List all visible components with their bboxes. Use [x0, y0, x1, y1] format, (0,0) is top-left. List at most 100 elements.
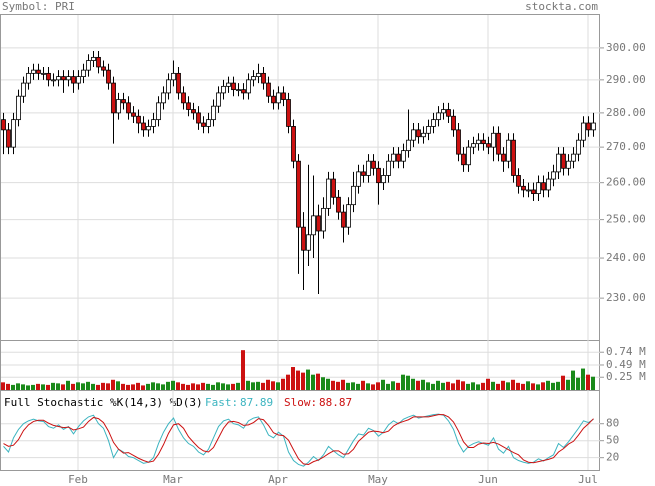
candle-body [541, 182, 546, 191]
candle-body [551, 171, 556, 180]
candle-body [356, 171, 361, 187]
volume-bar [256, 381, 260, 390]
candle-body [476, 139, 481, 145]
candle-body [311, 215, 316, 236]
y-tick-label: 0.49 M [606, 358, 646, 371]
volume-bar [246, 380, 250, 390]
candle-body [161, 92, 166, 104]
candle-body [546, 178, 551, 191]
candle-body [496, 132, 501, 155]
candle-body [241, 89, 246, 94]
y-tick-label: 0.74 M [606, 345, 646, 358]
volume-bar [121, 383, 125, 390]
volume-bar [376, 382, 380, 390]
volume-bar [51, 382, 55, 390]
volume-bar [26, 385, 30, 390]
volume-bar [31, 384, 35, 390]
volume-bar [311, 374, 315, 390]
candle-body [521, 185, 526, 191]
candle-body [166, 79, 171, 94]
candle-body [341, 211, 346, 228]
candle-body [581, 122, 586, 141]
candle-body [61, 76, 66, 81]
candle-body [461, 153, 466, 166]
volume-bar [111, 379, 115, 390]
volume-bar [536, 384, 540, 390]
candle-body [131, 112, 136, 117]
candle-body [506, 139, 511, 162]
volume-bar [451, 383, 455, 390]
candle-body [246, 79, 251, 94]
candle-body [186, 102, 191, 110]
candle-body [471, 143, 476, 148]
volume-bar [81, 383, 85, 390]
candle-body [271, 95, 276, 104]
volume-bar [56, 383, 60, 390]
candle-body [516, 175, 521, 187]
y-tick-label: 50 [606, 434, 619, 447]
candle-body [46, 72, 51, 81]
candle-body [366, 160, 371, 176]
volume-bar [266, 379, 270, 390]
candle-body [141, 122, 146, 131]
volume-bar [86, 381, 90, 390]
volume-bar [476, 384, 480, 390]
volume-bar [331, 380, 335, 390]
candle-body [91, 56, 96, 61]
volume-bar [551, 382, 555, 390]
stochastic-panel [0, 390, 600, 471]
volume-bar [516, 382, 520, 390]
volume-bar [491, 381, 495, 390]
volume-bar [301, 372, 305, 390]
candle-body [71, 76, 76, 84]
candle-body [376, 167, 381, 184]
volume-bar [566, 379, 570, 390]
volume-bar [226, 384, 230, 390]
volume-bar [326, 378, 330, 390]
candle-body [321, 207, 326, 232]
candle-body [151, 119, 156, 127]
candle-body [411, 129, 416, 141]
candle-body [381, 175, 386, 184]
candle-body [31, 69, 36, 74]
volume-bar [221, 383, 225, 390]
fast-label: Fast: [205, 396, 238, 409]
candle-body [191, 109, 196, 114]
volume-bar [76, 382, 80, 390]
volume-bar [361, 380, 365, 390]
candle-body [216, 92, 221, 107]
volume-bar [366, 383, 370, 390]
volume-bar [116, 381, 120, 390]
volume-bar [541, 382, 545, 390]
candle-body [76, 76, 81, 84]
x-tick-label: Apr [268, 473, 288, 486]
y-tick-label: 280.00 [606, 106, 646, 119]
candle-body [11, 119, 16, 148]
volume-bar [1, 382, 5, 390]
volume-bar [146, 383, 150, 390]
y-tick-label: 80 [606, 417, 619, 430]
fast-value: 87.89 [240, 396, 273, 409]
candle-body [21, 82, 26, 97]
volume-bar [166, 381, 170, 390]
stochastic-title: Full Stochastic %K(14,3) %D(3) [4, 396, 203, 409]
candle-body [231, 82, 236, 91]
volume-bar [546, 380, 550, 390]
volume-bar [241, 350, 245, 390]
volume-bar [411, 378, 415, 390]
volume-bar [346, 382, 350, 390]
volume-bar [201, 382, 205, 390]
candle-body [201, 122, 206, 127]
y-tick-label: 230.00 [606, 291, 646, 304]
candle-body [116, 99, 121, 114]
candle-body [406, 139, 411, 152]
volume-bar [141, 385, 145, 390]
volume-bar [16, 383, 20, 390]
candle-body [316, 215, 321, 232]
volume-bar [236, 382, 240, 390]
candle-body [526, 189, 531, 192]
volume-bar [431, 383, 435, 390]
volume-bar [211, 384, 215, 390]
volume-bar [66, 380, 70, 390]
candle-body [16, 95, 21, 121]
